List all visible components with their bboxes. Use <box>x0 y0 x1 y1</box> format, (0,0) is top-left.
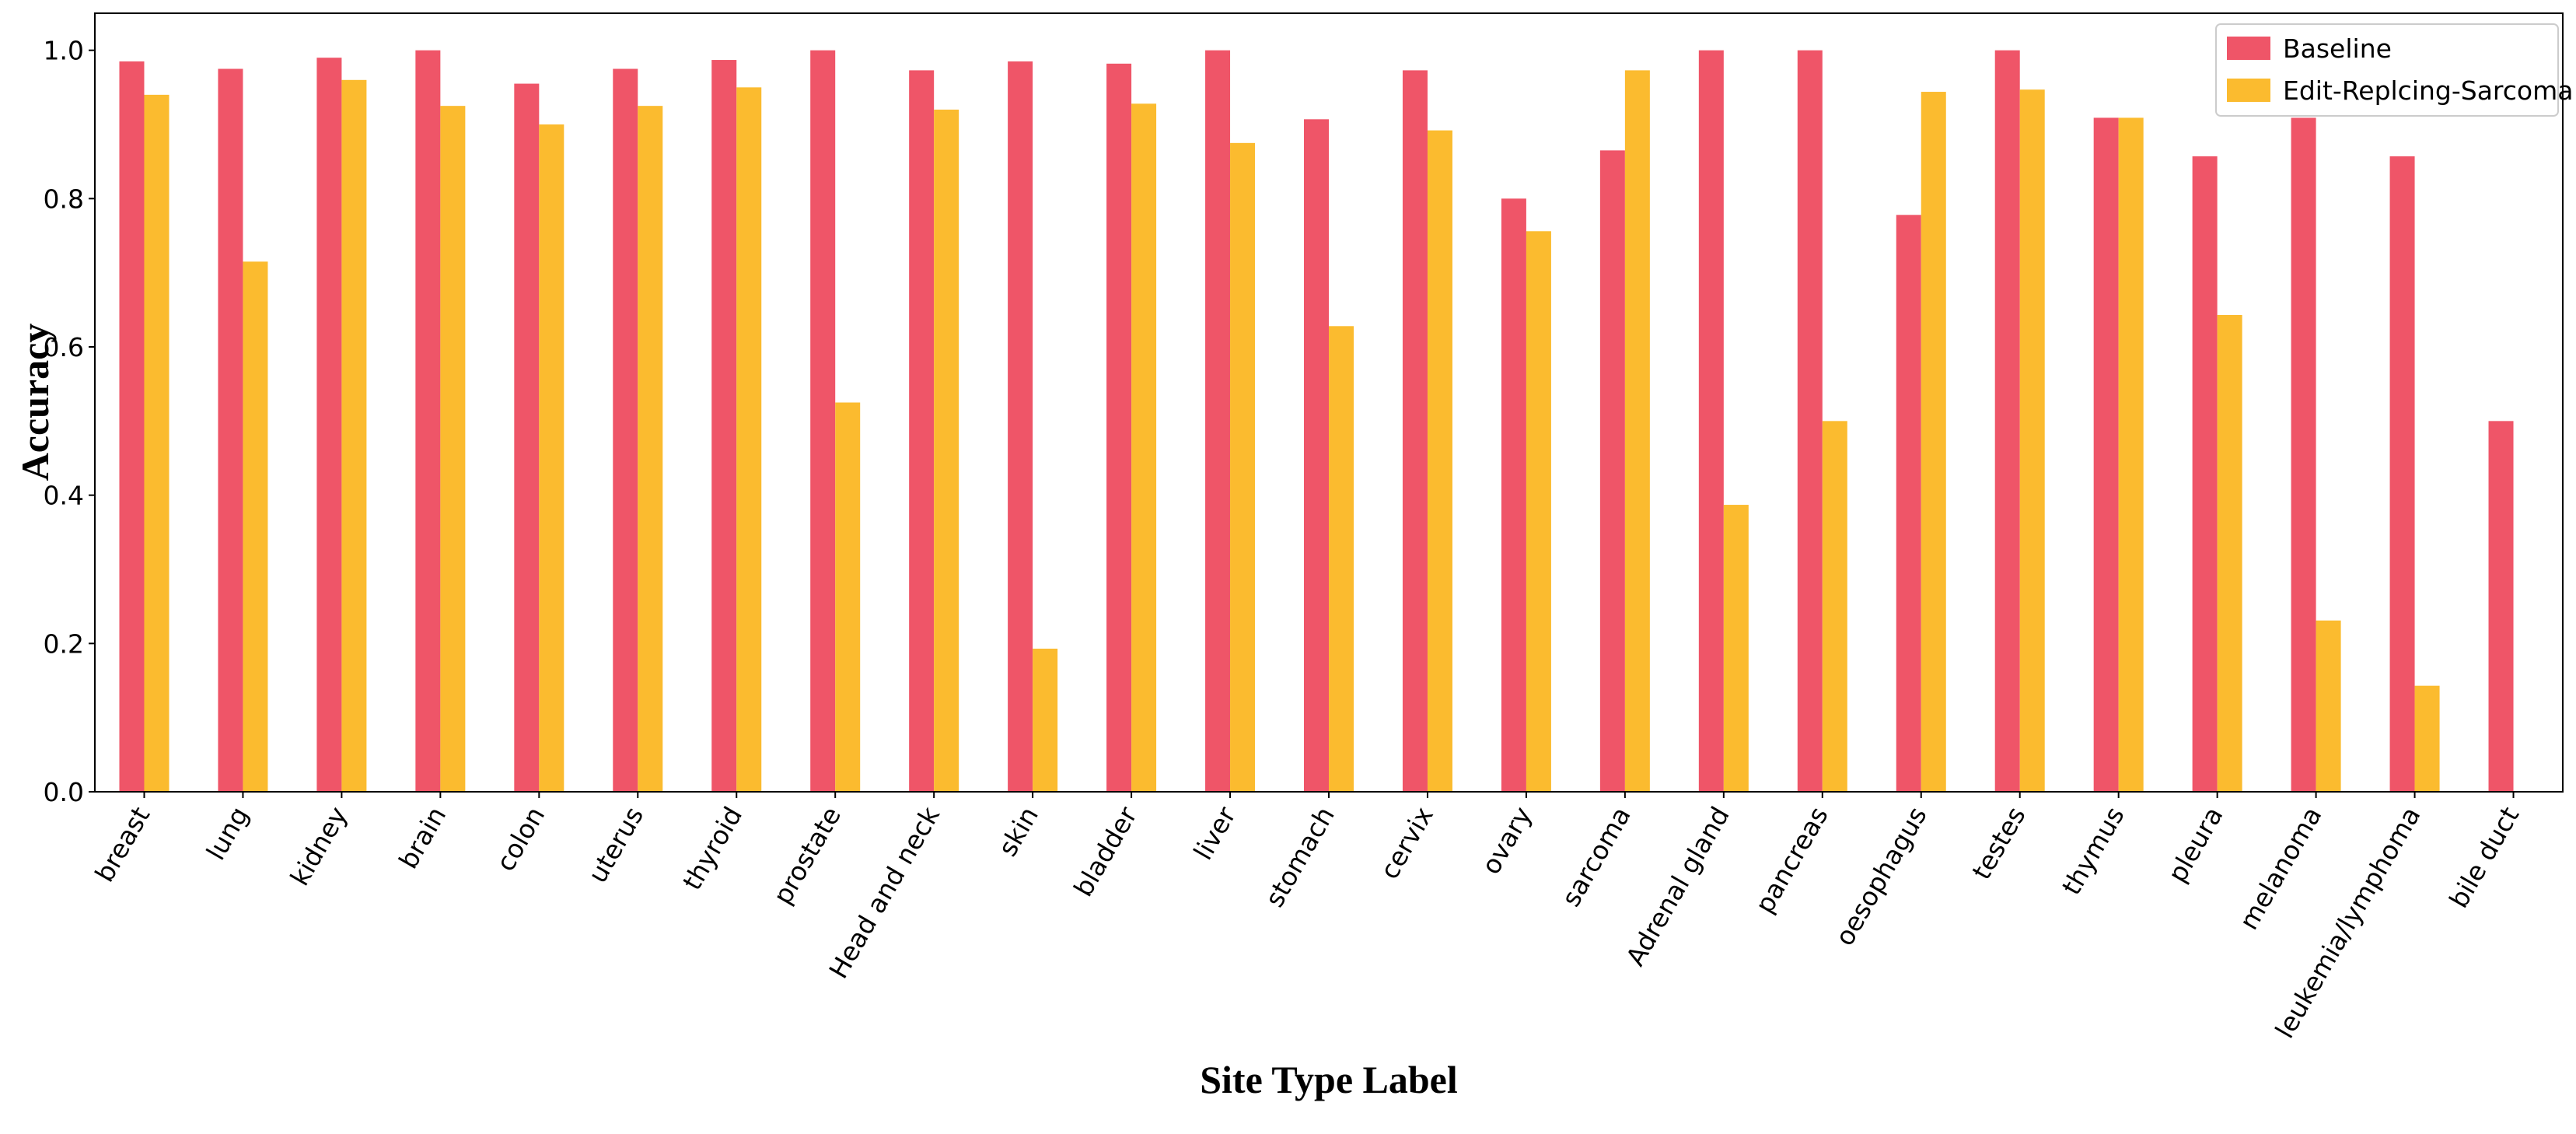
bar <box>613 68 638 792</box>
bar <box>736 87 762 793</box>
x-tick-label: uterus <box>582 802 650 888</box>
bar <box>1896 215 1921 793</box>
bar <box>1230 142 1256 793</box>
x-tick-label: breast <box>89 801 156 887</box>
x-tick-label: melanoma <box>2233 802 2327 935</box>
bar <box>1994 50 2020 792</box>
plot-frame <box>94 12 2564 793</box>
bar <box>1402 70 1428 792</box>
bar <box>810 50 836 792</box>
x-tick-label: prostate <box>767 802 848 910</box>
y-axis-label: Accuracy <box>13 324 57 481</box>
legend-label: Baseline <box>2283 33 2392 64</box>
y-tick-label: 0.8 <box>44 184 84 214</box>
bar <box>1723 505 1749 792</box>
x-tick-label: testes <box>1966 802 2031 885</box>
x-tick-label: kidney <box>285 802 354 891</box>
legend-frame <box>2215 23 2559 117</box>
x-tick-label: pleura <box>2162 802 2228 888</box>
bar <box>934 109 959 792</box>
bar <box>539 124 564 792</box>
bar <box>1698 50 1724 792</box>
y-tick-label: 0.6 <box>44 332 84 362</box>
bar <box>243 261 268 792</box>
bar <box>2192 156 2218 792</box>
bar <box>1797 50 1823 792</box>
bar <box>1599 150 1625 792</box>
x-tick-label: skin <box>992 802 1044 862</box>
x-tick-label: thyroid <box>676 802 748 895</box>
x-tick-label: bile duct <box>2443 801 2525 912</box>
bar <box>1526 231 1551 792</box>
bar <box>2316 620 2341 792</box>
bar <box>119 61 145 792</box>
x-tick-label: Adrenal gland <box>1620 802 1735 971</box>
bar <box>1008 61 1033 792</box>
bar <box>144 94 170 792</box>
x-tick-label: liver <box>1187 801 1242 865</box>
bar <box>835 402 861 792</box>
bar <box>2217 315 2242 792</box>
x-tick-label: cervix <box>1374 802 1439 884</box>
bar <box>1501 198 1526 793</box>
bar <box>2414 685 2440 792</box>
bar <box>2488 421 2514 792</box>
bar <box>1822 421 1847 792</box>
bar <box>218 68 243 792</box>
bar <box>2291 117 2316 793</box>
bar <box>638 106 663 792</box>
bar <box>1033 649 1058 792</box>
x-tick-label: oesophagus <box>1829 802 1932 951</box>
bar <box>2019 89 2045 792</box>
y-tick-label: 1.0 <box>44 36 84 66</box>
legend-label: Edit-Replcing-Sarcoma <box>2283 75 2573 106</box>
bar <box>415 50 441 792</box>
bar <box>514 83 540 793</box>
bar <box>2389 156 2415 792</box>
bar <box>1205 50 1231 792</box>
x-tick-label: thymus <box>2056 802 2130 901</box>
x-tick-label: pancreas <box>1749 802 1834 919</box>
bar <box>316 58 342 792</box>
bar <box>1304 119 1329 792</box>
bar <box>909 70 935 792</box>
bar <box>440 106 466 792</box>
legend-swatch <box>2227 37 2270 60</box>
bar <box>1329 326 1354 793</box>
x-tick-label: sarcoma <box>1556 802 1637 912</box>
bar <box>1427 130 1452 793</box>
bar <box>341 79 367 793</box>
bar <box>1921 92 1946 792</box>
legend-swatch <box>2227 79 2270 102</box>
bar <box>1106 63 1132 793</box>
x-tick-label: lung <box>201 802 255 866</box>
y-tick-label: 0.4 <box>44 481 84 511</box>
x-tick-label: stomach <box>1259 802 1340 912</box>
x-tick-label: bladder <box>1068 801 1143 901</box>
bar <box>1624 70 1650 792</box>
y-tick-label: 0.0 <box>44 777 84 807</box>
y-tick-label: 0.2 <box>44 628 84 659</box>
bar <box>2118 117 2144 793</box>
bar <box>2093 117 2119 793</box>
x-tick-label: Head and neck <box>823 801 945 984</box>
x-axis-label: Site Type Label <box>1200 1058 1458 1101</box>
x-tick-label: colon <box>490 802 551 877</box>
x-tick-label: brain <box>393 802 452 874</box>
bar <box>1131 103 1157 793</box>
bar <box>711 60 737 792</box>
x-tick-label: ovary <box>1476 802 1538 880</box>
